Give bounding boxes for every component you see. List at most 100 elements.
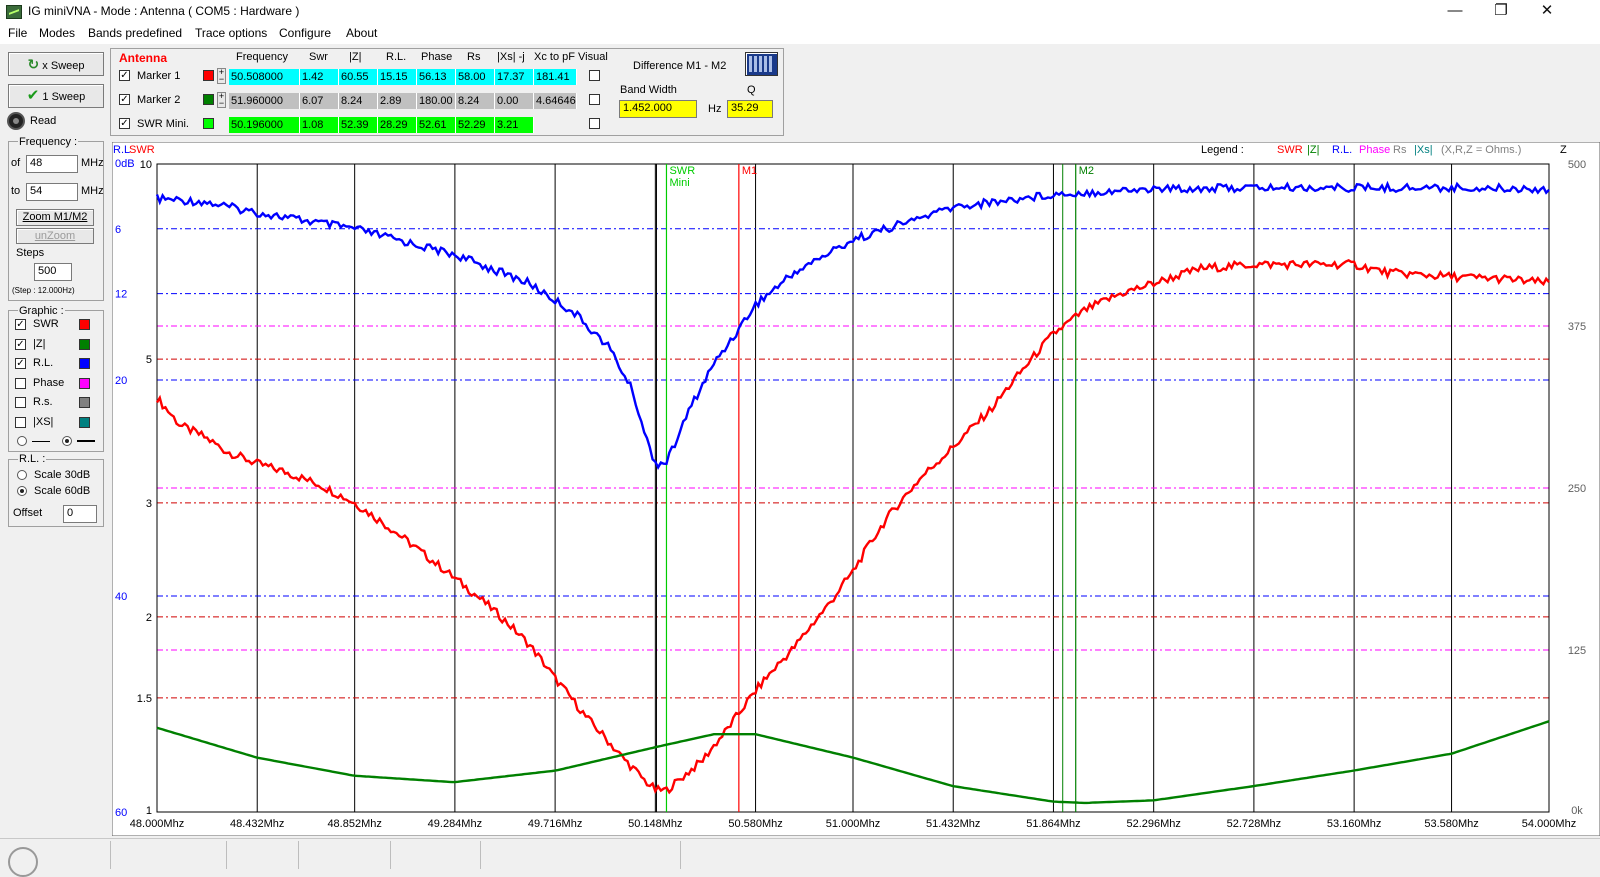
marker-2-cell-0: 51.960000: [229, 93, 300, 109]
graphic-rl-checkbox[interactable]: ✓: [15, 358, 26, 369]
menu-file[interactable]: File: [8, 26, 28, 40]
graphic-swr-color-swatch[interactable]: [79, 319, 90, 330]
menu-modes[interactable]: Modes: [39, 26, 76, 40]
freq-start-input[interactable]: 48: [26, 155, 78, 173]
marker-1-enable-checkbox[interactable]: ✓: [119, 70, 130, 81]
marker-2-stepper[interactable]: + −: [217, 91, 226, 108]
marker-3-cell-1: 1.08: [300, 117, 339, 133]
x-tick-label: 52.728Mhz: [1227, 818, 1281, 830]
marker-1-cell-5: 58.00: [456, 69, 495, 85]
marker-1-color-swatch[interactable]: [203, 70, 214, 81]
marker-label: M2: [1079, 165, 1094, 177]
menu-configure[interactable]: Configure: [279, 26, 332, 40]
x-tick-label: 48.000Mhz: [130, 818, 184, 830]
marker-3-label: SWR Mini.: [137, 118, 189, 130]
legend-item-5: |Xs|: [1414, 144, 1433, 156]
marker-label: M1: [742, 165, 757, 177]
of-unit: MHz: [81, 157, 104, 169]
graphic-rl-color-swatch[interactable]: [79, 358, 90, 369]
marker-3-cell-4: 52.61: [417, 117, 456, 133]
x-tick-label: 54.000Mhz: [1522, 818, 1576, 830]
scale-30db-radio[interactable]: [17, 470, 27, 480]
graphic-phase-color-swatch[interactable]: [79, 377, 90, 389]
graphic-rs-color-swatch[interactable]: [79, 397, 90, 408]
marker-1-cell-3: 15.15: [378, 69, 417, 85]
thin-line-icon: [32, 441, 50, 442]
antenna-section-label: Antenna: [119, 51, 167, 65]
graphic-rl-label: R.L.: [33, 357, 54, 369]
restore-button[interactable]: ❐: [1494, 2, 1508, 19]
legend-title: Legend :: [1201, 144, 1244, 156]
marker-1-stepper[interactable]: + −: [217, 67, 226, 84]
menu-about[interactable]: About: [346, 26, 378, 40]
difference-title: Difference M1 - M2: [633, 60, 727, 72]
graphic-z-checkbox[interactable]: ✓: [15, 338, 26, 350]
zoom-m1m2-button[interactable]: Zoom M1/M2: [16, 209, 94, 226]
x-sweep-button[interactable]: ↻ x Sweep: [8, 52, 104, 76]
graphic-phase-checkbox[interactable]: [15, 377, 26, 389]
marker-3-enable-checkbox[interactable]: ✓: [119, 118, 130, 129]
menu-bands-predefined[interactable]: Bands predefined: [88, 26, 183, 40]
marker-3-visual-checkbox[interactable]: [589, 118, 600, 129]
x-tick-label: 51.432Mhz: [926, 818, 980, 830]
menu-trace-options[interactable]: Trace options: [195, 26, 268, 40]
marker-3-color-swatch[interactable]: [203, 118, 214, 129]
marker-1-cell-4: 56.13: [417, 69, 456, 85]
status-segment-3: [298, 841, 390, 869]
marker-3-cell-5: 52.29: [456, 117, 495, 133]
rl-axis-label: R.L: [113, 144, 130, 156]
marker-1-visual-checkbox[interactable]: [589, 70, 600, 81]
graphic-z-label: |Z|: [33, 337, 46, 350]
frequency-title: Frequency :: [18, 136, 79, 148]
steps-label: Steps: [16, 247, 45, 259]
freq-stop-input[interactable]: 54: [26, 183, 78, 201]
read-icon[interactable]: [7, 112, 25, 130]
x-tick-label: 49.716Mhz: [528, 818, 582, 830]
rl-tick-label: 20: [115, 375, 127, 387]
line-thick-radio[interactable]: [62, 436, 72, 446]
q-value: 35.29: [727, 100, 773, 118]
thick-line-icon: [77, 440, 95, 442]
marker-1-cell-1: 1.42: [300, 69, 339, 85]
graphic-xs-checkbox[interactable]: [15, 416, 26, 428]
line-thin-radio[interactable]: [17, 436, 27, 446]
swr-tick-label: 10: [140, 159, 152, 171]
x-tick-label: 53.580Mhz: [1424, 818, 1478, 830]
legend-item-3: Phase: [1359, 144, 1391, 156]
marker-header-1: Swr: [309, 51, 328, 63]
rl-tick-label: 60: [115, 807, 127, 819]
x-tick-label: 48.432Mhz: [230, 818, 284, 830]
step-info: (Step : 12.000Hz): [12, 286, 75, 295]
graphic-swr-checkbox[interactable]: ✓: [15, 319, 26, 330]
marker-2-enable-checkbox[interactable]: ✓: [119, 94, 130, 105]
marker-2-color-swatch[interactable]: [203, 94, 214, 105]
bandwidth-value: 1.452.000: [619, 100, 697, 118]
marker-sublabel: Mini: [669, 177, 689, 189]
close-button[interactable]: ✕: [1540, 2, 1554, 19]
legend-item-2: R.L.: [1332, 144, 1353, 156]
graphic-rs-checkbox[interactable]: [15, 397, 26, 408]
swr-tick-label: 3: [146, 498, 152, 510]
chart-background: [112, 142, 1600, 836]
marker-2-visual-checkbox[interactable]: [589, 94, 600, 105]
graphic-z-color-swatch[interactable]: [79, 338, 90, 350]
graphic-phase-label: Phase: [33, 376, 65, 389]
marker-1-cell-0: 50.508000: [229, 69, 300, 85]
rl-tick-label: 0dB: [115, 158, 135, 170]
steps-input[interactable]: 500: [34, 263, 72, 281]
marker-3-cell-0: 50.196000: [229, 117, 300, 133]
marker-2-cell-5: 8.24: [456, 93, 495, 109]
offset-input[interactable]: 0: [63, 505, 97, 523]
offset-label: Offset: [13, 507, 43, 519]
scale-60db-radio[interactable]: [17, 486, 27, 496]
unzoom-button[interactable]: unZoom: [16, 228, 94, 244]
one-sweep-button[interactable]: ✔ 1 Sweep: [8, 84, 104, 108]
graphic-xs-color-swatch[interactable]: [79, 416, 90, 428]
status-bar: [0, 838, 1600, 877]
window-title: IG miniVNA - Mode : Antenna ( COM5 : Har…: [28, 4, 300, 18]
x-tick-label: 49.284Mhz: [428, 818, 482, 830]
vna-chart[interactable]: 48.000Mhz 48.432Mhz 48.852Mhz 49.284Mhz 49.7…: [112, 142, 1600, 836]
calculator-icon[interactable]: [745, 52, 778, 76]
to-unit: MHz: [81, 185, 104, 197]
minimize-button[interactable]: —: [1447, 2, 1463, 19]
